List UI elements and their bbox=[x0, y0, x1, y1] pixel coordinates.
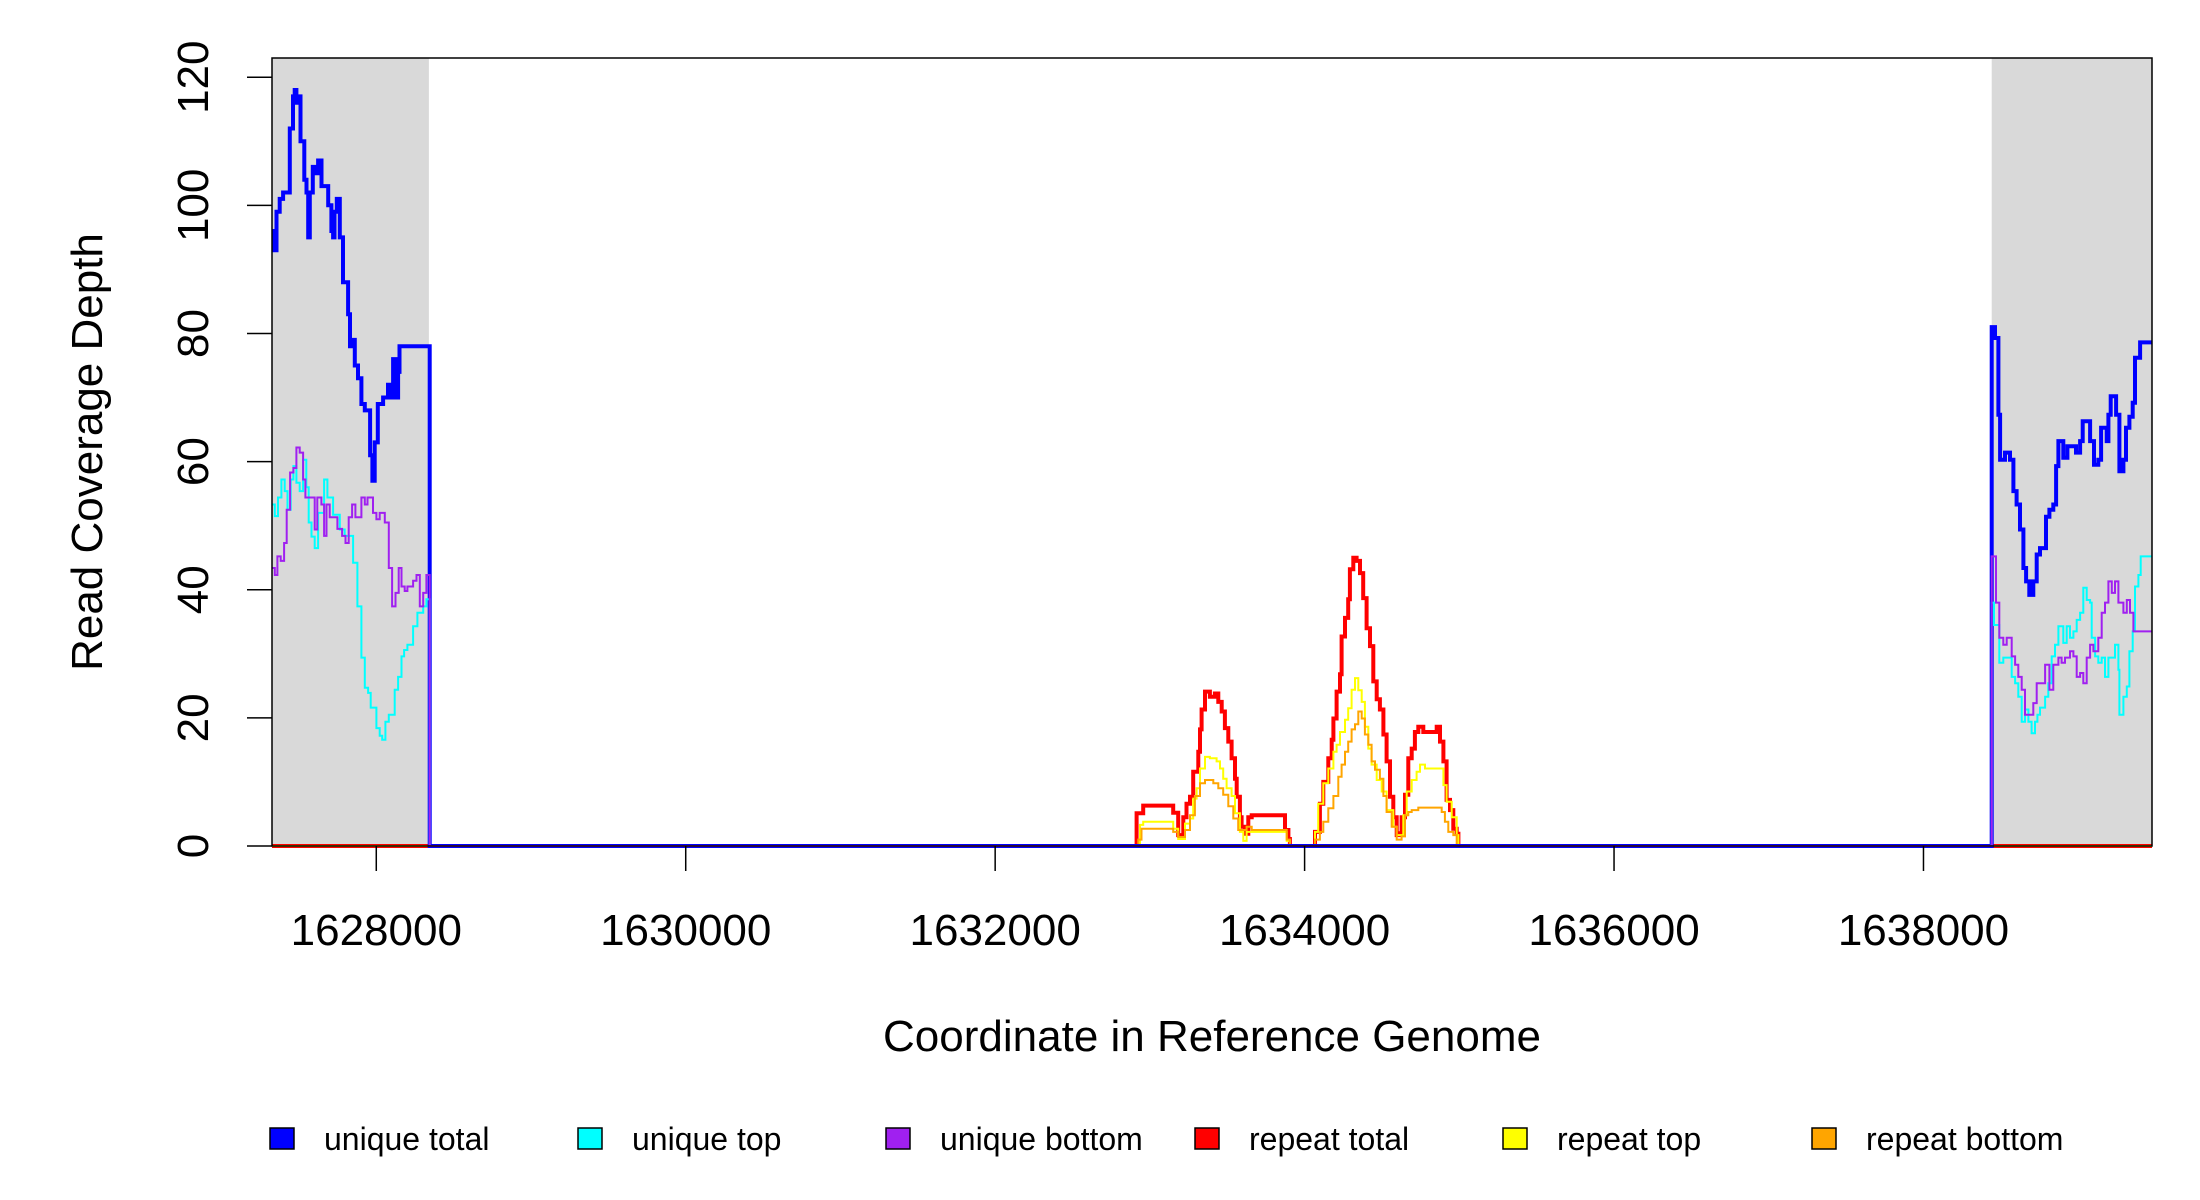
legend-item: repeat top bbox=[1502, 1121, 1701, 1157]
y-tick-label: 80 bbox=[169, 309, 218, 358]
y-axis: 0 20 40 60 80 100 120 bbox=[169, 41, 272, 858]
x-axis-title: Coordinate in Reference Genome bbox=[883, 1012, 1541, 1061]
legend: unique total unique top unique bottom repea… bbox=[269, 1121, 2063, 1157]
legend-swatch bbox=[1811, 1127, 1837, 1150]
legend-item: repeat bottom bbox=[1811, 1121, 2063, 1157]
plot-frame bbox=[271, 57, 2153, 847]
x-tick-label: 1638000 bbox=[1838, 906, 2009, 955]
y-tick-label: 100 bbox=[169, 169, 218, 242]
x-tick-label: 1632000 bbox=[910, 906, 1081, 955]
legend-swatch bbox=[885, 1127, 911, 1150]
shaded-region bbox=[272, 58, 429, 846]
x-tick-label: 1630000 bbox=[600, 906, 771, 955]
y-tick-label: 0 bbox=[169, 834, 218, 858]
legend-label: unique bottom bbox=[940, 1121, 1143, 1157]
legend-swatch bbox=[577, 1127, 603, 1150]
legend-label: unique total bbox=[324, 1121, 489, 1157]
y-tick-label: 20 bbox=[169, 693, 218, 742]
x-tick-label: 1634000 bbox=[1219, 906, 1390, 955]
legend-label: repeat bottom bbox=[1866, 1121, 2063, 1157]
series-repeat-total bbox=[272, 555, 2152, 848]
series-lines bbox=[272, 88, 2152, 848]
legend-item: unique top bbox=[577, 1121, 781, 1157]
series-repeat-top bbox=[272, 677, 2152, 847]
legend-item: unique bottom bbox=[885, 1121, 1143, 1157]
y-axis-title: Read Coverage Depth bbox=[63, 233, 112, 671]
shaded-regions bbox=[272, 58, 2152, 846]
y-tick-label: 120 bbox=[169, 41, 218, 114]
x-tick-label: 1636000 bbox=[1528, 906, 1699, 955]
series-unique-bottom bbox=[272, 446, 2152, 847]
legend-label: repeat total bbox=[1249, 1121, 1409, 1157]
x-axis: 1628000 1630000 1632000 1634000 1636000 16380… bbox=[291, 846, 2009, 955]
legend-swatch bbox=[1502, 1127, 1528, 1150]
legend-label: repeat top bbox=[1557, 1121, 1701, 1157]
y-tick-label: 60 bbox=[169, 437, 218, 486]
series-unique-top bbox=[272, 458, 2152, 847]
y-tick-label: 40 bbox=[169, 565, 218, 614]
legend-item: unique total bbox=[269, 1121, 489, 1157]
series-unique-total bbox=[272, 88, 2152, 848]
x-tick-label: 1628000 bbox=[291, 906, 462, 955]
legend-swatch bbox=[1194, 1127, 1220, 1150]
legend-swatch bbox=[269, 1127, 295, 1150]
legend-label: unique top bbox=[632, 1121, 781, 1157]
series-repeat-bottom bbox=[272, 710, 2152, 847]
legend-item: repeat total bbox=[1194, 1121, 1409, 1157]
